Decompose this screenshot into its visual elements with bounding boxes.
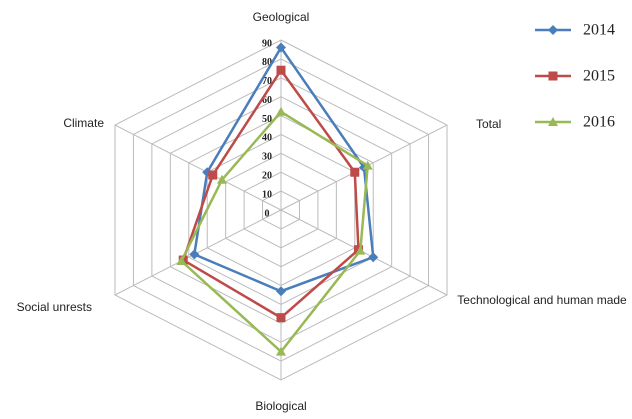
data-point (276, 313, 286, 323)
data-point (276, 65, 286, 75)
data-point (276, 346, 286, 356)
data-point (189, 249, 200, 260)
axis-label: Geological (253, 10, 310, 24)
legend-label: 2014 (583, 22, 615, 39)
legend-marker (548, 25, 558, 35)
legend-label: 2015 (583, 68, 615, 85)
axis-label: Climate (63, 116, 104, 130)
data-point (355, 245, 366, 255)
spoke (114, 124, 282, 211)
y-tick-label: 40 (262, 133, 272, 144)
y-tick-label: 0 (265, 208, 270, 219)
y-tick-label: 30 (262, 152, 272, 163)
series-line (179, 110, 370, 354)
data-point (350, 167, 360, 177)
legend-label: 2016 (583, 114, 615, 131)
axis-label: Technological and human made (457, 293, 627, 307)
legend-marker (548, 117, 558, 126)
y-tick-label: 80 (262, 57, 272, 68)
data-point (216, 174, 227, 184)
data-point (276, 286, 286, 297)
y-tick-label: 20 (262, 171, 272, 182)
y-tick-label: 10 (262, 189, 272, 200)
y-tick-label: 50 (262, 114, 272, 125)
data-point (276, 42, 286, 53)
y-tick-label: 70 (262, 76, 272, 87)
data-point (276, 106, 286, 116)
y-tick-label: 60 (262, 95, 272, 106)
data-point (362, 160, 373, 170)
axis-label: Total (476, 117, 501, 131)
axis-label: Social unrests (17, 300, 92, 314)
spoke (114, 209, 282, 296)
data-point (368, 252, 379, 263)
axis-label: Biological (255, 399, 306, 413)
data-point (208, 170, 218, 180)
data-point (176, 256, 187, 265)
y-tick-label: 90 (262, 38, 272, 49)
legend-marker (548, 71, 558, 81)
